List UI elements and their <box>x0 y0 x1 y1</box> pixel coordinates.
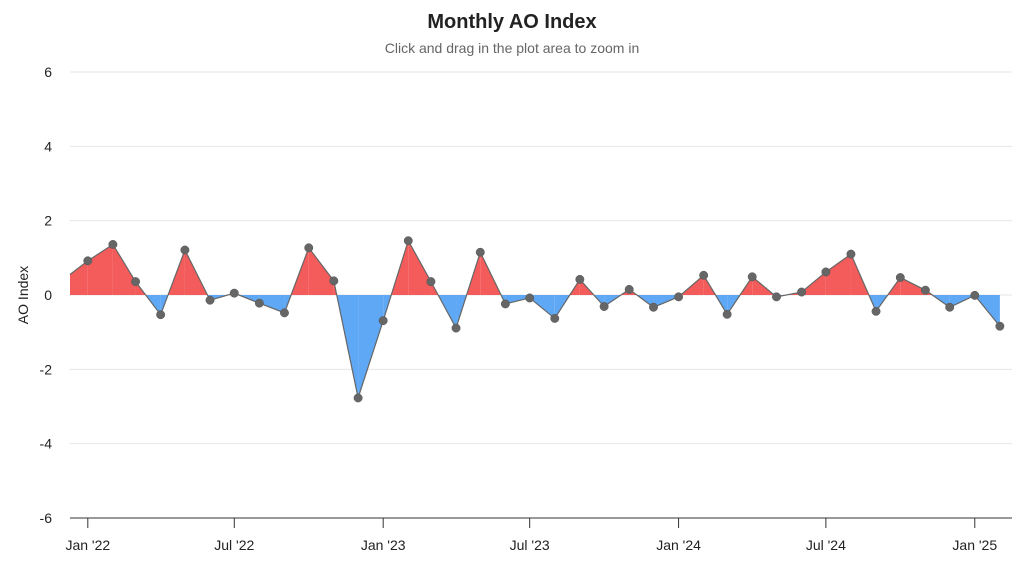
y-tick-label: 6 <box>44 64 52 80</box>
data-point[interactable] <box>353 393 363 403</box>
data-point[interactable] <box>451 323 461 333</box>
data-point[interactable] <box>229 288 239 298</box>
data-point[interactable] <box>895 273 905 282</box>
data-point[interactable] <box>475 247 485 257</box>
data-point[interactable] <box>599 302 609 311</box>
data-point[interactable] <box>945 302 955 312</box>
data-point[interactable] <box>970 290 980 300</box>
data-point[interactable] <box>722 309 732 319</box>
x-tick-label: Jan '24 <box>656 537 701 553</box>
negative-area <box>505 295 530 304</box>
data-point[interactable] <box>846 249 856 259</box>
data-point[interactable] <box>304 243 314 253</box>
area-fills <box>70 240 1000 398</box>
data-point[interactable] <box>403 236 413 246</box>
y-tick-label: -4 <box>40 436 53 452</box>
data-points <box>83 236 1005 403</box>
data-point[interactable] <box>995 321 1005 331</box>
data-point[interactable] <box>329 276 339 286</box>
grid-lines <box>70 71 1012 445</box>
data-point[interactable] <box>180 245 190 255</box>
negative-area <box>259 295 285 313</box>
data-point[interactable] <box>821 267 831 277</box>
series-line-group <box>69 239 1001 401</box>
data-point[interactable] <box>108 240 118 249</box>
y-tick-label: 4 <box>44 138 52 154</box>
y-tick-label: 0 <box>44 287 52 303</box>
data-point[interactable] <box>156 310 166 320</box>
data-point[interactable] <box>747 272 757 282</box>
y-axis-title: AO Index <box>15 266 31 324</box>
data-point[interactable] <box>871 306 881 316</box>
data-point[interactable] <box>649 302 658 312</box>
data-point[interactable] <box>575 274 585 284</box>
positive-area <box>70 260 88 295</box>
data-point[interactable] <box>674 292 684 302</box>
chart-title: Monthly AO Index <box>427 11 596 33</box>
positive-area <box>112 244 136 295</box>
y-tick-label: -2 <box>40 361 53 377</box>
x-tick-label: Jul '24 <box>806 537 846 553</box>
data-point[interactable] <box>772 292 781 302</box>
negative-area <box>358 295 384 398</box>
x-tick-label: Jan '23 <box>361 537 406 553</box>
positive-area <box>408 240 431 295</box>
y-axis-ticks: -6 -4 -2 0 2 4 6 <box>40 64 53 526</box>
positive-area <box>900 277 926 295</box>
x-axis-ticks: Jan '22 Jul '22 Jan '23 Jul '23 Jan '24 Jul '… <box>65 518 997 553</box>
data-point[interactable] <box>797 287 807 297</box>
data-point[interactable] <box>500 299 510 309</box>
data-point[interactable] <box>254 298 264 308</box>
chart-subtitle: Click and drag in the plot area to zoom … <box>385 40 639 56</box>
data-point[interactable] <box>624 284 634 294</box>
y-tick-label: 2 <box>44 213 52 229</box>
positive-area <box>825 254 851 295</box>
x-tick-label: Jan '25 <box>952 537 997 553</box>
data-point[interactable] <box>920 285 930 295</box>
x-tick-label: Jul '22 <box>214 537 254 553</box>
series-line <box>69 239 1001 401</box>
positive-area <box>308 247 334 295</box>
data-point[interactable] <box>426 277 436 287</box>
data-point[interactable] <box>280 308 289 318</box>
data-point[interactable] <box>378 316 388 326</box>
x-tick-label: Jul '23 <box>510 537 550 553</box>
data-point[interactable] <box>699 270 709 280</box>
data-point[interactable] <box>205 295 215 305</box>
data-point[interactable] <box>525 293 535 303</box>
y-tick-label: -6 <box>40 510 53 526</box>
data-point[interactable] <box>131 277 141 287</box>
x-tick-label: Jan '22 <box>65 537 110 553</box>
data-point[interactable] <box>83 256 93 266</box>
data-point[interactable] <box>550 313 560 323</box>
